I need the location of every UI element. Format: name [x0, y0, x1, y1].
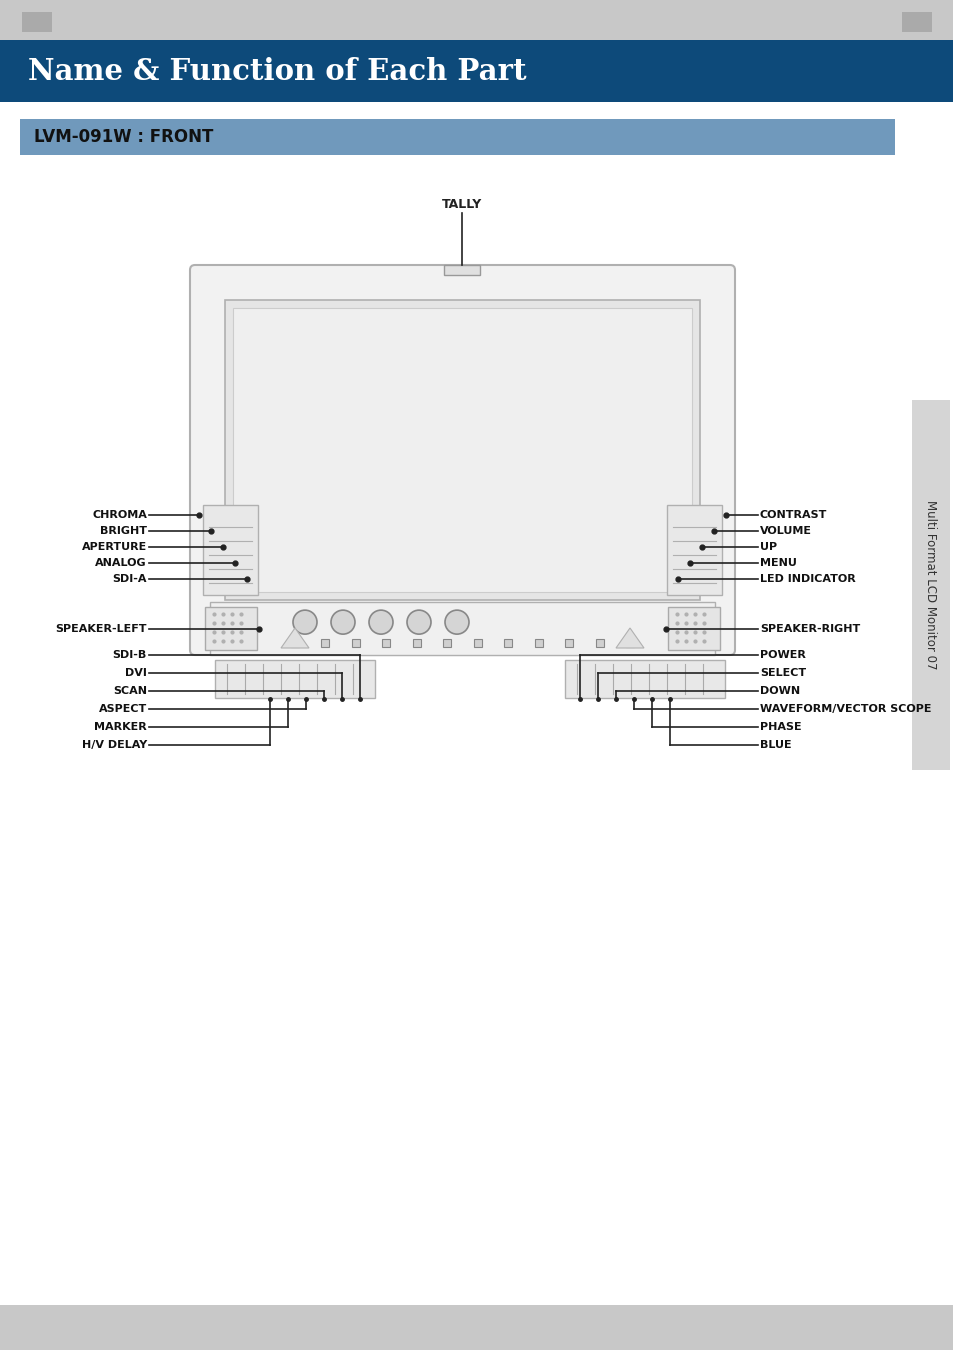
Circle shape [331, 610, 355, 634]
Bar [0, 0, 953, 40]
Text: MENU: MENU [760, 558, 796, 568]
Text: SELECT: SELECT [760, 668, 805, 678]
Circle shape [444, 610, 469, 634]
Polygon shape [616, 628, 643, 648]
Text: SDI-A: SDI-A [112, 574, 147, 585]
Circle shape [407, 610, 431, 634]
Text: DVI: DVI [125, 668, 147, 678]
FancyBboxPatch shape [190, 265, 734, 655]
Text: PHASE: PHASE [760, 722, 801, 732]
Text: LED INDICATOR: LED INDICATOR [760, 574, 855, 585]
Text: H/V DELAY: H/V DELAY [82, 740, 147, 751]
Bar [901, 12, 931, 32]
Bar [625, 640, 634, 648]
Text: ANALOG: ANALOG [95, 558, 147, 568]
Text: SPEAKER-LEFT: SPEAKER-LEFT [55, 624, 147, 633]
Bar [534, 640, 542, 648]
Bar [413, 640, 420, 648]
Text: WAVEFORM/VECTOR SCOPE: WAVEFORM/VECTOR SCOPE [760, 703, 930, 714]
Text: DOWN: DOWN [760, 686, 800, 697]
Text: MARKER: MARKER [94, 722, 147, 732]
Text: SDI-B: SDI-B [112, 649, 147, 660]
Bar [22, 12, 52, 32]
Text: SCAN: SCAN [112, 686, 147, 697]
Text: APERTURE: APERTURE [82, 541, 147, 552]
Bar [352, 640, 359, 648]
Circle shape [293, 610, 316, 634]
Bar [0, 1305, 953, 1350]
Bar [321, 640, 329, 648]
Text: LVM-091W : FRONT: LVM-091W : FRONT [34, 128, 213, 146]
Bar [911, 400, 949, 770]
Text: POWER: POWER [760, 649, 805, 660]
Bar [203, 505, 257, 595]
Text: Multi Format LCD Monitor 07: Multi Format LCD Monitor 07 [923, 501, 937, 670]
Text: ASPECT: ASPECT [99, 703, 147, 714]
Text: TALLY: TALLY [442, 198, 482, 212]
Bar [210, 602, 714, 655]
Bar [291, 640, 298, 648]
Text: UP: UP [760, 541, 777, 552]
Bar [233, 308, 691, 593]
Bar [0, 40, 953, 103]
Bar [444, 265, 480, 275]
Bar [214, 660, 375, 698]
Bar [474, 640, 481, 648]
Text: CONTRAST: CONTRAST [760, 510, 826, 520]
Text: CHROMA: CHROMA [92, 510, 147, 520]
Bar [443, 640, 451, 648]
Bar [667, 608, 720, 649]
Polygon shape [281, 628, 309, 648]
Bar [595, 640, 603, 648]
Bar [205, 608, 256, 649]
Bar [564, 640, 573, 648]
Bar [564, 660, 724, 698]
Circle shape [369, 610, 393, 634]
Text: VOLUME: VOLUME [760, 526, 811, 536]
Bar [666, 505, 721, 595]
Text: Name & Function of Each Part: Name & Function of Each Part [28, 57, 526, 85]
Text: SPEAKER-RIGHT: SPEAKER-RIGHT [760, 624, 860, 633]
Bar [20, 119, 894, 155]
Bar [382, 640, 390, 648]
Bar [225, 300, 700, 599]
Bar [503, 640, 512, 648]
Text: BRIGHT: BRIGHT [100, 526, 147, 536]
Text: BLUE: BLUE [760, 740, 791, 751]
